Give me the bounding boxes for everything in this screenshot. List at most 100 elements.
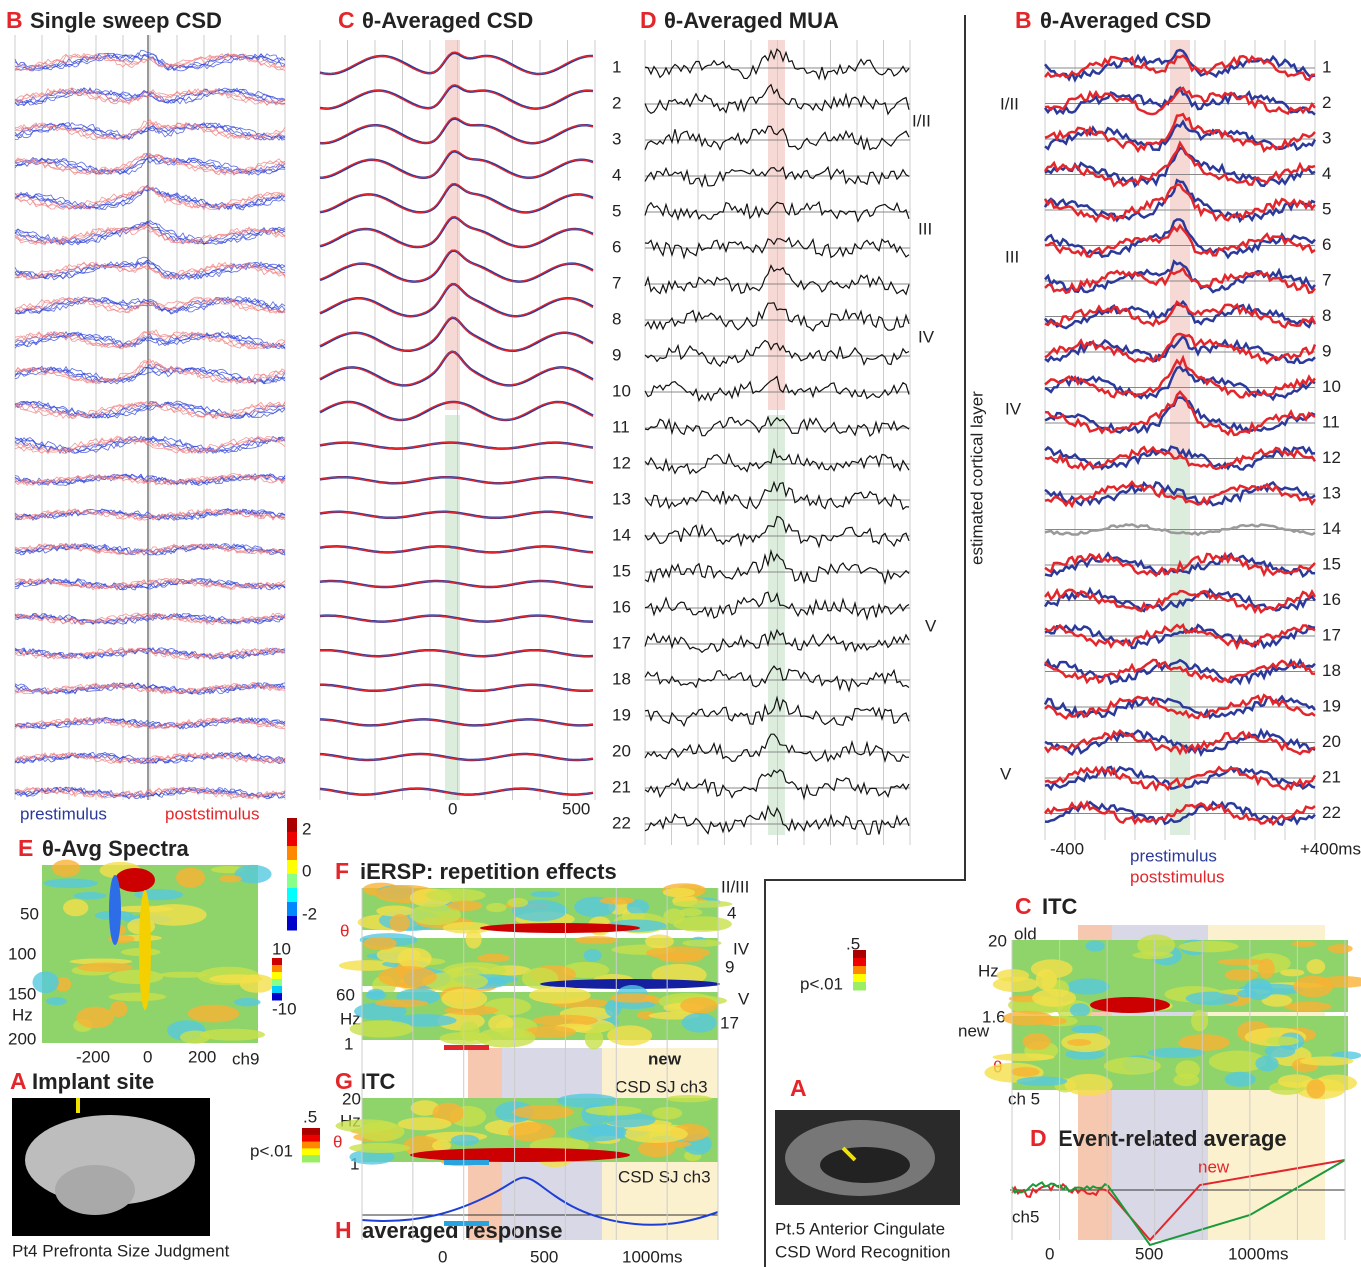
heat-patch (391, 1014, 457, 1027)
heat-patch (239, 974, 275, 993)
heat-patch (397, 1117, 452, 1131)
trace (14, 401, 286, 419)
heat-patch (335, 1119, 396, 1133)
layer-label: III (918, 219, 932, 238)
trace (644, 375, 910, 403)
colorbar (287, 860, 297, 875)
panel-title: θ-Averaged MUA (664, 8, 839, 33)
heat-patch (540, 979, 720, 989)
trace (1044, 765, 1317, 792)
heat-patch (73, 891, 107, 900)
trace (644, 339, 910, 368)
colorbar-label: 2 (302, 819, 311, 838)
right-label: 9 (725, 957, 734, 976)
trace (644, 264, 910, 296)
colorbar (272, 979, 282, 987)
trace (1044, 390, 1316, 437)
heat-patch (45, 997, 67, 1006)
heat-patch (644, 934, 674, 949)
colorbar (287, 888, 297, 903)
colorbar (853, 982, 866, 991)
heat-patch (1132, 951, 1174, 960)
legend-post: poststimulus (1130, 867, 1224, 886)
channel-label: 20 (612, 741, 631, 760)
trace (1011, 1159, 1346, 1242)
trace (1044, 259, 1316, 294)
channel-label: 11 (612, 417, 630, 436)
trace (1044, 622, 1316, 651)
channel-label: 17 (1322, 625, 1341, 644)
trace (14, 786, 286, 800)
x-tick-label: 0 (1045, 1244, 1054, 1263)
trace (1044, 523, 1316, 537)
trace (14, 157, 286, 176)
trace (1043, 183, 1316, 224)
layer-label: I/II (912, 111, 931, 130)
trace (1044, 112, 1316, 154)
heat-patch (1011, 1066, 1040, 1077)
trace (14, 473, 286, 486)
channel-label: 16 (1322, 590, 1341, 609)
trace (1044, 396, 1316, 435)
trace (14, 508, 286, 521)
trace (14, 473, 286, 487)
heat-patch (507, 1122, 556, 1142)
trace (14, 400, 286, 419)
heat-patch (567, 1124, 627, 1142)
left-label: 1.6 (982, 1007, 1006, 1026)
colorbar (272, 972, 282, 980)
trace (14, 647, 286, 661)
trace (644, 83, 910, 116)
trace (14, 330, 286, 350)
trace (644, 695, 910, 728)
x-tick-label: 0 (143, 1047, 152, 1066)
trace (14, 786, 286, 799)
heat-patch (349, 1149, 395, 1165)
panel-letter: A (790, 1075, 807, 1101)
heat-patch (528, 986, 591, 1004)
colorbar-label: -2 (302, 904, 317, 923)
trace (14, 365, 286, 385)
channel-label: 1 (612, 57, 621, 76)
trace (1044, 354, 1316, 399)
trace (14, 682, 286, 695)
trace (1044, 480, 1316, 507)
heat-patch (409, 904, 461, 926)
panel-title: Single sweep CSD (30, 8, 222, 33)
trace (14, 400, 286, 420)
trace (1011, 1159, 1346, 1247)
panel-letter: A (10, 1068, 27, 1094)
channel-label: 6 (612, 237, 621, 256)
colorbar (287, 846, 297, 861)
trace (1045, 223, 1316, 258)
trace (319, 316, 594, 352)
left-label: 60 (336, 985, 355, 1004)
trace (644, 480, 910, 511)
heat-patch (645, 946, 711, 960)
heat-patch (374, 999, 429, 1008)
trace (319, 718, 594, 727)
trace (1044, 54, 1316, 82)
panel-title: ITC (360, 1069, 396, 1094)
heat-patch (681, 1012, 717, 1033)
trace (14, 119, 286, 141)
heat-patch (141, 904, 207, 926)
heat-patch (583, 949, 602, 962)
heat-patch (611, 1000, 656, 1010)
trace (319, 116, 594, 144)
layer-label: IV (1005, 399, 1022, 418)
trace (14, 647, 286, 660)
layer-label: V (1000, 764, 1012, 783)
heat-patch (1217, 958, 1265, 966)
trace (1044, 445, 1317, 472)
colorbar (853, 974, 866, 983)
heat-patch (1069, 1003, 1091, 1018)
heat-patch (175, 867, 206, 888)
heat-patch (604, 1113, 656, 1128)
trace (1043, 178, 1316, 224)
heat-patch (76, 1006, 115, 1029)
trace (319, 476, 594, 484)
trace (1043, 729, 1316, 756)
x-tick-label: 1000ms (1228, 1244, 1288, 1263)
trace (1044, 800, 1316, 827)
